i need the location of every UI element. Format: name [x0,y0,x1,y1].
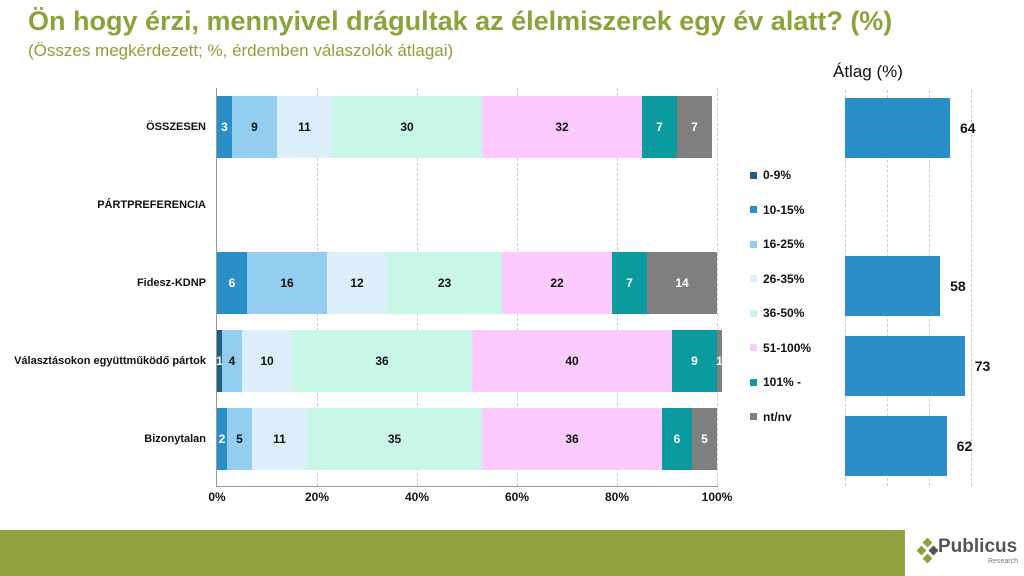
chart-subtitle: (Összes megkérdezett; %, érdemben válasz… [28,41,454,60]
bar-segment: 30 [332,96,482,158]
chart-title: Ön hogy érzi, mennyivel drágultak az éle… [28,6,893,36]
bar-segment: 22 [502,252,612,314]
x-tick-label: 40% [404,490,430,504]
x-axis [216,486,718,487]
gridline [717,88,718,486]
bar-segment: 7 [677,96,712,158]
average-chart-title: Átlag (%) [833,62,903,81]
legend-swatch [750,378,757,386]
legend-label: 16-25% [763,237,805,251]
publicus-logo: Publicus Research [916,536,1024,572]
footer-bar [0,530,905,576]
bar-segment: 40 [472,330,672,392]
average-value-label: 73 [974,358,991,374]
legend-label: 10-15% [763,202,805,217]
legend-label: 26-35% [763,271,805,286]
row-label: PÁRTPREFERENCIA [97,199,206,211]
y-axis [216,88,217,486]
bar-segment: 4 [222,330,242,392]
legend-item: 51-100% [750,341,811,355]
legend-item: 10-15% [750,203,804,217]
average-value-label: 64 [959,120,976,136]
legend-item: 36-50% [750,306,804,320]
average-bar [845,98,950,158]
bar-segment: 12 [327,252,387,314]
bar-segment: 14 [647,252,717,314]
legend-swatch [750,275,757,282]
average-value-label: 58 [950,278,966,294]
bar-segment: 32 [482,96,642,158]
legend-label: 101% - [763,375,802,389]
bar-segment: 9 [232,96,277,158]
legend-item: 26-35% [750,272,804,286]
bar-segment: 11 [252,408,307,470]
bar-segment: 1 [216,330,223,392]
bar-segment: 36 [292,330,472,392]
legend-label: 36-50% [763,306,805,320]
bar-segment: 35 [307,408,482,470]
bar-segment: 23 [387,252,502,314]
average-bar [845,256,941,316]
x-tick-label: 100% [701,490,733,504]
bar-segment: 7 [642,96,677,158]
bar-segment: 3 [217,96,232,158]
legend-item: 0-9% [750,168,791,182]
row-label: Fidesz-KDNP [136,277,206,289]
legend-swatch [750,240,757,248]
x-tick-label: 60% [504,490,530,504]
legend-swatch [750,309,757,317]
legend-item: 101% - [750,375,801,389]
legend-label: nt/nv [763,409,792,424]
legend-label: 0-9% [763,168,792,182]
legend-label: 51-100% [763,340,812,355]
legend-item: 16-25% [750,237,804,251]
legend-swatch [750,206,757,213]
average-value-label: 62 [956,438,973,454]
x-tick-label: 80% [604,490,630,504]
legend-swatch [750,171,757,179]
x-tick-label: 0% [208,490,226,504]
bar-segment: 10 [242,330,292,392]
legend-swatch [750,413,757,420]
bar-segment: 5 [692,408,717,470]
avg-gridline [971,90,972,486]
x-tick-label: 20% [304,490,330,504]
bar-segment: 6 [662,408,692,470]
logo-subtext: Research [988,558,1018,565]
logo-diamond-icon [916,538,938,564]
row-label: ÖSSZESEN [146,121,206,133]
bar-segment: 5 [227,408,252,470]
bar-segment: 9 [672,330,717,392]
bar-segment: 7 [612,252,647,314]
legend-item: nt/nv [750,410,792,424]
row-label: Választásokon együttműködő pártok [14,355,206,367]
average-bar [845,416,947,476]
bar-segment: 1 [716,330,723,392]
bar-segment: 36 [482,408,662,470]
bar-segment: 11 [277,96,332,158]
bar-segment: 16 [247,252,327,314]
average-bar [845,336,965,396]
bar-segment: 6 [217,252,247,314]
bar-segment: 2 [217,408,227,470]
logo-text: Publicus [938,536,1018,557]
legend-swatch [750,344,757,351]
row-label: Bizonytalan [144,433,206,445]
